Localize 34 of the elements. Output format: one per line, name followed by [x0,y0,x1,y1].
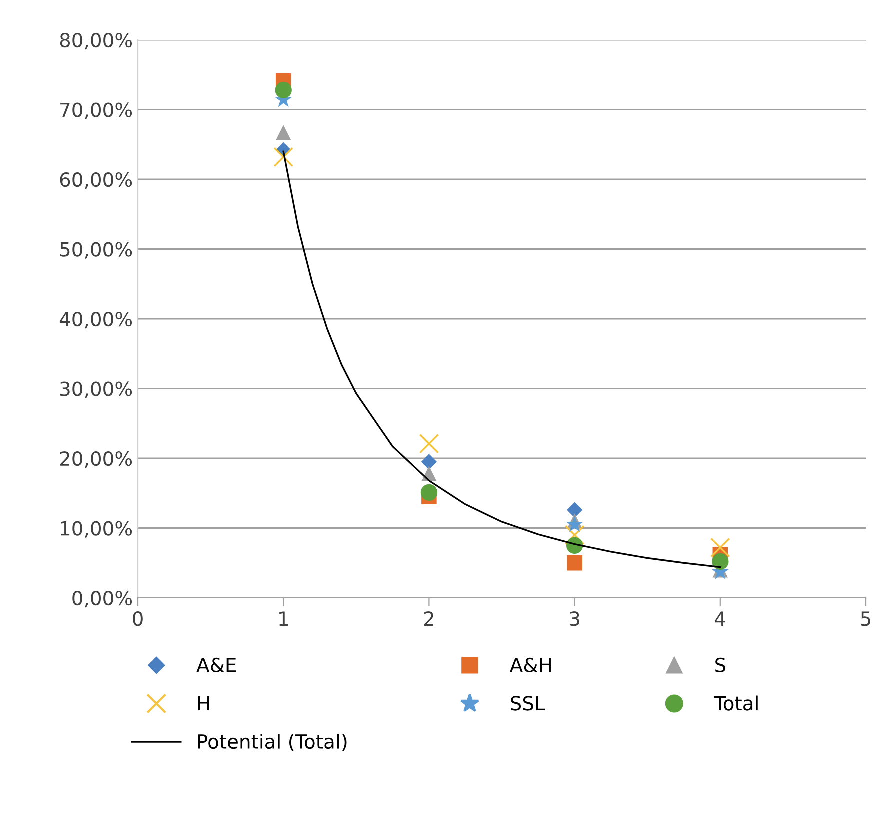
legend-label: H [198,696,210,711]
legend-label: S [716,658,726,673]
y-tick-label: 50,00% [60,242,132,259]
legend-label: A&H [510,658,551,673]
x-tick-label: 4 [715,612,726,626]
legend-label: Total [714,696,758,711]
point [421,454,438,470]
point [419,434,440,454]
point [275,82,292,99]
y-tick-label: 20,00% [60,451,132,468]
y-tick-label: 60,00% [60,172,132,190]
y-tick-label: 10,00% [61,521,132,538]
point [566,516,584,532]
x-tick-label: 0 [133,612,143,626]
point [566,502,583,518]
legend-label: SSL [511,696,546,711]
x-tick-label: 2 [424,612,434,626]
x-tick-label: 3 [570,612,580,626]
point [712,553,729,570]
point [420,484,438,502]
point [564,525,585,546]
y-tick-label: 70,00% [60,102,132,120]
y-tick-label: 0,00% [72,590,132,608]
y-tick-label: 40,00% [60,312,132,329]
legend-label: Potential (Total) [198,734,347,752]
point [567,555,582,571]
x-tick-label: 5 [861,612,870,626]
x-tick-label: 1 [280,612,288,626]
legend-label: A&E [196,658,236,673]
y-tick-label: 30,00% [60,382,132,398]
point [276,125,292,140]
point [274,147,294,168]
y-tick-label: 80,00% [60,32,132,50]
point [710,538,730,558]
